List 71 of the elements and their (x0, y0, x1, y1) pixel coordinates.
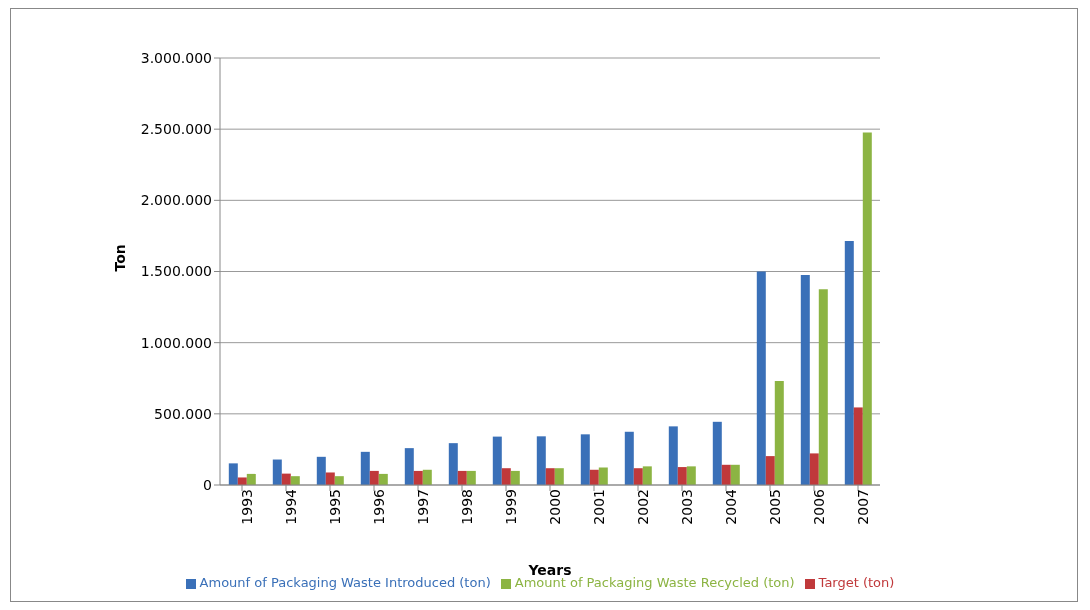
x-tick-label: 2000 (546, 489, 563, 525)
x-tick-label: 2005 (766, 489, 783, 525)
y-tick-label: 3.000.000 (140, 49, 212, 66)
bar (316, 456, 326, 485)
y-tick-label: 1.000.000 (140, 334, 212, 351)
bar (334, 476, 344, 485)
y-tick-label: 0 (203, 476, 212, 493)
x-tick-label: 2001 (590, 489, 607, 525)
bar (228, 463, 238, 485)
bar (686, 466, 696, 485)
legend-label: Amount of Packaging Waste Recycled (ton) (514, 575, 795, 590)
x-tick-label: 1993 (238, 489, 255, 525)
bar (466, 470, 476, 485)
bar (589, 469, 599, 485)
x-tick-label: 1995 (326, 489, 343, 525)
x-tick-label: 1998 (458, 489, 475, 525)
bar (360, 451, 370, 485)
bar (237, 477, 247, 485)
bar (492, 436, 502, 485)
bar (422, 469, 432, 485)
bar (712, 421, 722, 485)
bar (404, 448, 414, 485)
x-tick-label: 1999 (502, 489, 519, 525)
bar (624, 431, 634, 485)
y-tick-label: 500.000 (154, 405, 212, 422)
bar (369, 470, 379, 485)
legend-label: Amounf of Packaging Waste Introduced (ton) (199, 575, 491, 590)
bar (818, 289, 828, 485)
bar (809, 453, 819, 485)
bar (730, 464, 740, 485)
bar (853, 407, 863, 485)
bar (668, 426, 678, 485)
y-axis-title: Ton (111, 244, 128, 272)
bar (765, 456, 775, 485)
x-tick-label: 2002 (634, 489, 651, 525)
bar (598, 467, 608, 485)
bar (580, 434, 590, 485)
bar (378, 473, 388, 485)
bar (510, 470, 520, 485)
x-tick-label: 2007 (854, 489, 871, 525)
bar (774, 381, 784, 485)
bar (721, 464, 731, 485)
x-tick-label: 2003 (678, 489, 695, 525)
x-tick-label: 2004 (722, 488, 739, 525)
bar (246, 473, 256, 485)
bar (677, 467, 687, 485)
bar (862, 132, 872, 485)
bar (501, 468, 511, 485)
bar (457, 470, 467, 485)
bar (800, 275, 810, 485)
x-tick-label: 2006 (810, 488, 827, 525)
y-tick-label: 2.500.000 (140, 121, 212, 138)
bar (536, 436, 546, 485)
bar (756, 271, 766, 485)
bar (290, 476, 300, 485)
bar (448, 443, 458, 485)
bar (413, 470, 423, 485)
x-axis-title: Years (527, 562, 572, 578)
legend-label: Target (ton) (818, 575, 895, 590)
x-tick-label: 1997 (414, 489, 431, 525)
bar (554, 468, 564, 485)
bar (844, 241, 854, 485)
y-tick-label: 2.000.000 (140, 192, 212, 209)
y-tick-label: 1.500.000 (140, 263, 212, 280)
bar (272, 459, 282, 485)
bar (633, 468, 643, 485)
bar (325, 472, 335, 485)
bar (545, 468, 555, 485)
x-tick-label: 1996 (370, 488, 387, 525)
bar (642, 466, 652, 485)
x-tick-label: 1994 (282, 488, 299, 525)
